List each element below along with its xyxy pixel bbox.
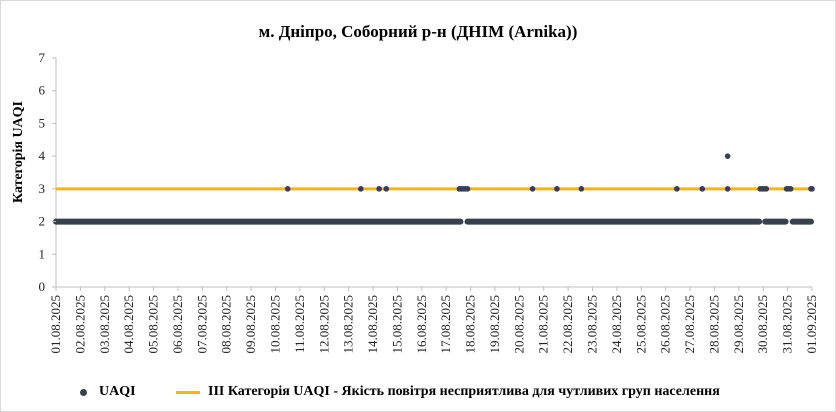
x-tick-label: 21.08.2025 [536, 295, 551, 354]
uaqi-point [464, 186, 471, 192]
x-tick-label: 27.08.2025 [682, 295, 697, 354]
x-tick-label: 06.08.2025 [170, 295, 185, 354]
x-tick-label: 16.08.2025 [414, 295, 429, 354]
legend-entry-uaqi: UAQI [80, 384, 136, 400]
x-tick-label: 17.08.2025 [438, 295, 453, 354]
x-tick-label: 23.08.2025 [585, 295, 600, 354]
x-tick-label: 15.08.2025 [389, 295, 404, 354]
legend-label-category3: ІІІ Категорія UAQI - Якість повітря несп… [208, 384, 720, 399]
x-tick-label: 22.08.2025 [560, 295, 575, 354]
x-tick-label: 18.08.2025 [463, 295, 478, 354]
x-tick-label: 12.08.2025 [316, 295, 331, 354]
legend-entry-category3: ІІІ Категорія UAQI - Якість повітря несп… [176, 384, 720, 400]
y-tick-label: 2 [39, 214, 46, 229]
x-tick-label: 03.08.2025 [97, 295, 112, 354]
legend-marker-uaqi [80, 388, 87, 396]
x-tick-label: 05.08.2025 [146, 295, 161, 354]
x-tick-label: 08.08.2025 [219, 295, 234, 354]
uaqi-point [809, 186, 815, 192]
x-tick-label: 01.09.2025 [804, 295, 819, 354]
x-tick-label: 09.08.2025 [243, 295, 258, 354]
x-tick-label: 30.08.2025 [755, 295, 770, 354]
y-tick-label: 1 [39, 246, 46, 261]
x-tick-label: 13.08.2025 [341, 295, 356, 354]
x-tick-label: 04.08.2025 [121, 295, 136, 354]
x-tick-label: 10.08.2025 [267, 295, 282, 354]
x-tick-label: 07.08.2025 [194, 295, 209, 354]
x-tick-label: 20.08.2025 [511, 295, 526, 354]
uaqi-point [699, 186, 706, 192]
x-tick-label: 25.08.2025 [633, 295, 648, 354]
uaqi-point [674, 186, 680, 192]
x-tick-label: 01.08.2025 [48, 295, 63, 354]
uaqi-point [554, 186, 560, 192]
uaqi-point [376, 186, 382, 192]
legend-label-uaqi: UAQI [99, 384, 136, 399]
uaqi-point [724, 153, 731, 159]
y-tick-label: 3 [39, 181, 46, 196]
uaqi-point [358, 186, 364, 192]
y-tick-label: 6 [39, 83, 46, 98]
x-tick-label: 31.08.2025 [780, 295, 795, 354]
uaqi-point [578, 186, 585, 192]
x-tick-label: 24.08.2025 [609, 295, 624, 354]
legend-marker-category3 [176, 390, 200, 394]
y-tick-label: 4 [39, 148, 46, 163]
x-tick-label: 29.08.2025 [731, 295, 746, 354]
y-tick-label: 5 [39, 115, 46, 130]
uaqi-point [787, 186, 794, 192]
x-tick-label: 28.08.2025 [706, 295, 721, 354]
y-tick-label: 7 [39, 50, 46, 65]
x-tick-label: 14.08.2025 [365, 295, 380, 354]
uaqi-point [529, 186, 536, 192]
uaqi-point [383, 186, 390, 192]
chart-title: м. Дніпро, Соборний р-н (ДНІМ (Arnika)) [258, 22, 578, 41]
x-tick-label: 19.08.2025 [487, 295, 502, 354]
x-tick-label: 02.08.2025 [72, 295, 87, 354]
uaqi-point [763, 186, 770, 192]
x-tick-label: 11.08.2025 [292, 295, 307, 353]
uaqi-point [284, 186, 291, 192]
uaqi-point [724, 186, 731, 192]
y-tick-label: 0 [39, 279, 46, 294]
x-tick-label: 26.08.2025 [658, 295, 673, 354]
